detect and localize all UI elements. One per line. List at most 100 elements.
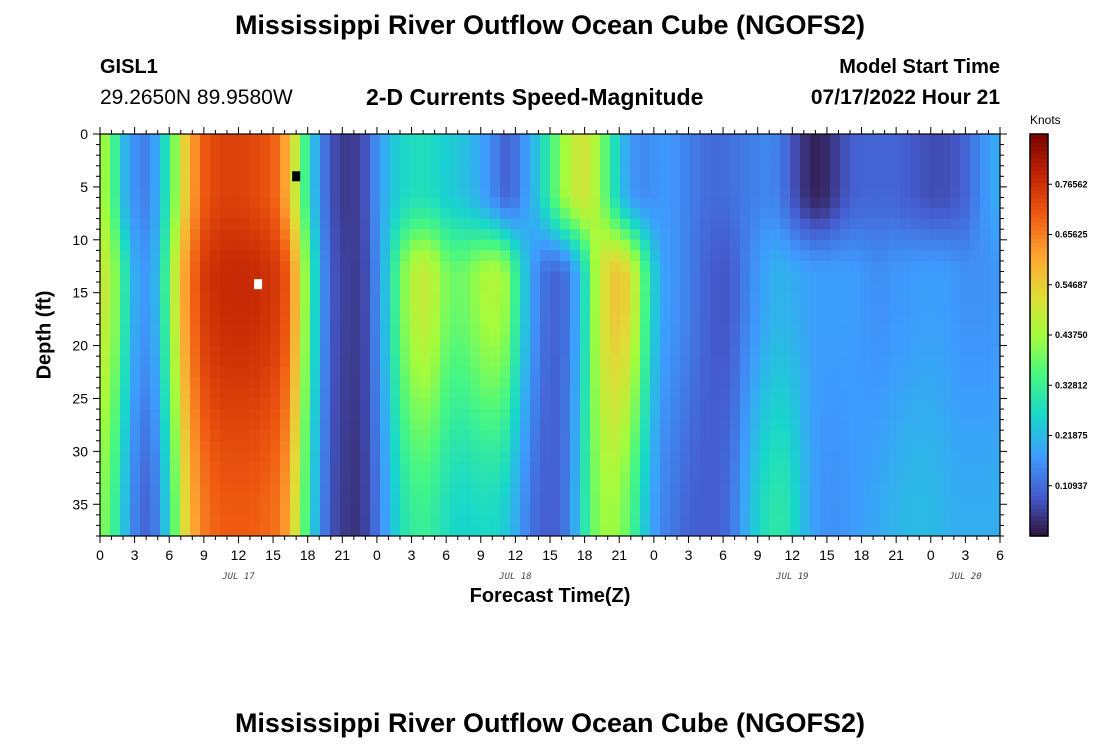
heatmap-cell (130, 504, 141, 516)
heatmap-cell (360, 144, 371, 156)
heatmap-cell (970, 387, 981, 400)
heatmap-cell (710, 451, 721, 463)
heatmap-cell (610, 282, 621, 294)
heatmap-cell (130, 377, 141, 389)
colorbar-swatch (1030, 174, 1048, 179)
heatmap-cell (370, 430, 381, 442)
heatmap-cell (510, 134, 521, 146)
heatmap-cell (870, 377, 881, 389)
heatmap-cell (160, 366, 171, 378)
heatmap-cell (460, 218, 471, 230)
heatmap-cell (280, 387, 291, 400)
heatmap-cell (280, 451, 291, 463)
heatmap-cell (980, 335, 991, 347)
heatmap-cell (680, 440, 691, 452)
heatmap-cell (810, 493, 821, 505)
heatmap-cell (370, 514, 381, 527)
heatmap-cell (390, 260, 401, 273)
heatmap-cell (720, 144, 731, 156)
heatmap-cell (350, 239, 361, 251)
colorbar-swatch (1030, 154, 1048, 159)
heatmap-cell (300, 324, 311, 336)
heatmap-cell (740, 165, 751, 177)
heatmap-cell (620, 451, 631, 463)
heatmap-cell (750, 324, 761, 336)
heatmap-cell (730, 292, 741, 304)
heatmap-cell (410, 155, 421, 167)
heatmap-cell (680, 335, 691, 347)
heatmap-cell (690, 335, 701, 347)
heatmap-cell (200, 377, 211, 389)
heatmap-cell (510, 303, 521, 315)
colorbar-swatch (1030, 439, 1048, 445)
heatmap-cell (570, 451, 581, 463)
heatmap-cell (670, 440, 681, 452)
heatmap-cell (600, 197, 611, 209)
heatmap-cell (230, 409, 241, 421)
heatmap-cell (430, 165, 441, 177)
heatmap-cell (580, 250, 591, 262)
heatmap-cell (700, 218, 711, 230)
heatmap-cell (500, 229, 511, 241)
heatmap-cell (440, 430, 451, 442)
heatmap-cell (190, 345, 201, 357)
colorbar-tick-label: 0.54687 (1055, 280, 1088, 290)
heatmap-cell (760, 208, 771, 220)
heatmap-cell (710, 483, 721, 495)
heatmap-cell (300, 197, 311, 209)
heatmap-cell (660, 525, 671, 536)
heatmap-cell (460, 186, 471, 199)
heatmap-cell (310, 525, 321, 536)
heatmap-cell (580, 208, 591, 220)
heatmap-cell (630, 260, 641, 273)
heatmap-cell (160, 303, 171, 315)
heatmap-cell (370, 366, 381, 378)
heatmap-cell (660, 398, 671, 410)
heatmap-cell (550, 483, 561, 495)
heatmap-cell (230, 239, 241, 251)
heatmap-cell (200, 461, 211, 474)
heatmap-cell (690, 398, 701, 410)
heatmap-cell (600, 472, 611, 484)
heatmap-cell (680, 303, 691, 315)
heatmap-cell (660, 134, 671, 146)
heatmap-cell (950, 419, 961, 431)
heatmap-cell (770, 377, 781, 389)
heatmap-cell (350, 155, 361, 167)
heatmap-cell (100, 134, 111, 146)
colorbar-swatch (1030, 330, 1048, 336)
heatmap-cell (930, 525, 941, 536)
heatmap-cell (880, 461, 891, 474)
heatmap-cell (290, 155, 301, 167)
heatmap-cell (400, 239, 411, 251)
heatmap-cell (940, 144, 951, 156)
heatmap-cell (300, 461, 311, 474)
colorbar-swatch (1030, 314, 1048, 320)
x-tick-label: 3 (961, 547, 969, 563)
heatmap-cell (900, 387, 911, 400)
heatmap-cell (150, 144, 161, 156)
heatmap-cell (520, 409, 531, 421)
heatmap-cell (930, 514, 941, 527)
heatmap-cell (790, 271, 801, 283)
heatmap-cell (270, 165, 281, 177)
heatmap-cell (320, 451, 331, 463)
heatmap-cell (690, 134, 701, 146)
heatmap-cell (440, 409, 451, 421)
heatmap-cell (200, 271, 211, 283)
heatmap-cell (200, 229, 211, 241)
heatmap-cell (780, 377, 791, 389)
heatmap-cell (370, 165, 381, 177)
heatmap-cell (510, 525, 521, 536)
heatmap-cell (250, 186, 261, 199)
heatmap-cell (310, 303, 321, 315)
heatmap-cell (300, 186, 311, 199)
heatmap-cell (890, 493, 901, 505)
heatmap-cell (110, 197, 121, 209)
heatmap-cell (510, 218, 521, 230)
heatmap-cell (760, 271, 771, 283)
heatmap-cell (530, 250, 541, 262)
heatmap-cell (120, 398, 131, 410)
heatmap-cell (370, 409, 381, 421)
x-tick-label: 21 (888, 547, 904, 563)
